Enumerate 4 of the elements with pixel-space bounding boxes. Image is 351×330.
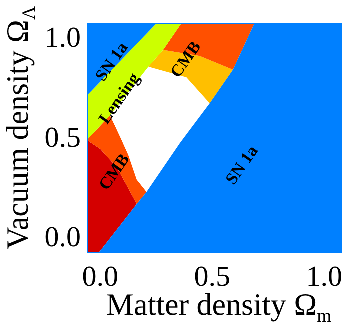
annotation: SN 1a xyxy=(222,142,262,188)
y-tick-label: 1.0 xyxy=(44,22,81,54)
y-tick-label: 0.5 xyxy=(44,122,81,154)
y-tick-label: 0.0 xyxy=(44,222,81,254)
